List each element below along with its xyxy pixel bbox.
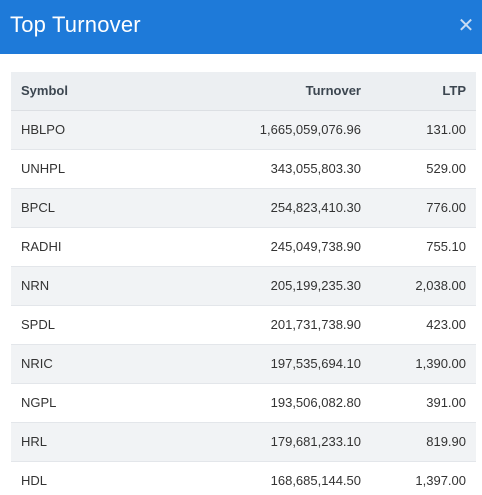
- table-row: NGPL 193,506,082.80 391.00: [11, 383, 476, 423]
- cell-ltp: 1,390.00: [371, 344, 476, 384]
- cell-ltp: 391.00: [371, 383, 476, 423]
- cell-ltp: 819.90: [371, 422, 476, 462]
- column-header-ltp: LTP: [371, 72, 476, 111]
- table-row: SPDL 201,731,738.90 423.00: [11, 305, 476, 345]
- cell-ltp: 755.10: [371, 227, 476, 267]
- cell-symbol: BPCL: [11, 188, 151, 228]
- table-header: Symbol Turnover LTP: [11, 72, 476, 111]
- table-row: NRIC 197,535,694.10 1,390.00: [11, 344, 476, 384]
- cell-ltp: 2,038.00: [371, 266, 476, 306]
- cell-ltp: 776.00: [371, 188, 476, 228]
- table-row: RADHI 245,049,738.90 755.10: [11, 227, 476, 267]
- cell-ltp: 529.00: [371, 149, 476, 189]
- cell-symbol: NGPL: [11, 383, 151, 423]
- cell-ltp: 423.00: [371, 305, 476, 345]
- table-row: HDL 168,685,144.50 1,397.00: [11, 461, 476, 495]
- table-row: HBLPO 1,665,059,076.96 131.00: [11, 110, 476, 150]
- table-row: NRN 205,199,235.30 2,038.00: [11, 266, 476, 306]
- modal-header: Top Turnover ✕: [0, 0, 482, 54]
- cell-symbol: UNHPL: [11, 149, 151, 189]
- cell-turnover: 254,823,410.30: [151, 188, 371, 228]
- turnover-table: Symbol Turnover LTP HBLPO 1,665,059,076.9…: [11, 72, 476, 495]
- cell-turnover: 193,506,082.80: [151, 383, 371, 423]
- turnover-table-container: Symbol Turnover LTP HBLPO 1,665,059,076.9…: [11, 72, 476, 495]
- cell-turnover: 201,731,738.90: [151, 305, 371, 345]
- cell-symbol: HDL: [11, 461, 151, 495]
- table-row: BPCL 254,823,410.30 776.00: [11, 188, 476, 228]
- cell-symbol: SPDL: [11, 305, 151, 345]
- cell-turnover: 1,665,059,076.96: [151, 110, 371, 150]
- cell-turnover: 205,199,235.30: [151, 266, 371, 306]
- modal-title: Top Turnover: [10, 12, 141, 37]
- cell-turnover: 168,685,144.50: [151, 461, 371, 495]
- cell-turnover: 197,535,694.10: [151, 344, 371, 384]
- table-row: HRL 179,681,233.10 819.90: [11, 422, 476, 462]
- cell-turnover: 343,055,803.30: [151, 149, 371, 189]
- cell-symbol: NRN: [11, 266, 151, 306]
- table-row: UNHPL 343,055,803.30 529.00: [11, 149, 476, 189]
- cell-symbol: RADHI: [11, 227, 151, 267]
- cell-turnover: 245,049,738.90: [151, 227, 371, 267]
- cell-turnover: 179,681,233.10: [151, 422, 371, 462]
- table-body: HBLPO 1,665,059,076.96 131.00 UNHPL 343,055,…: [11, 110, 476, 495]
- cell-symbol: NRIC: [11, 344, 151, 384]
- close-icon[interactable]: ✕: [457, 15, 475, 37]
- cell-ltp: 1,397.00: [371, 461, 476, 495]
- cell-symbol: HRL: [11, 422, 151, 462]
- table-header-row: Symbol Turnover LTP: [11, 72, 476, 111]
- cell-symbol: HBLPO: [11, 110, 151, 150]
- column-header-symbol: Symbol: [11, 72, 151, 111]
- cell-ltp: 131.00: [371, 110, 476, 150]
- column-header-turnover: Turnover: [151, 72, 371, 111]
